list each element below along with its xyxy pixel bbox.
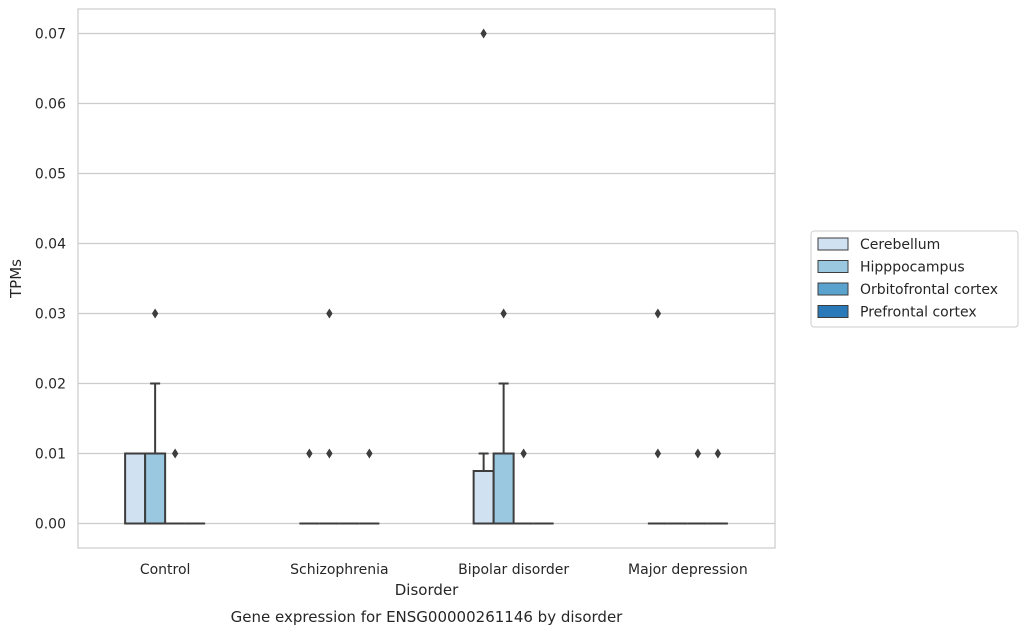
outlier-point	[480, 28, 487, 39]
outlier-point	[151, 308, 159, 319]
box-group	[299, 448, 320, 525]
outlier-point	[326, 448, 333, 459]
box-layer	[124, 28, 728, 525]
legend-label: Orbitofrontal cortex	[860, 282, 998, 298]
x-tick-label: Bipolar disorder	[458, 562, 569, 578]
outlier-point	[500, 308, 507, 319]
legend-swatch	[817, 305, 849, 318]
box	[492, 452, 515, 525]
y-tick-label: 0.05	[35, 167, 66, 183]
y-tick-labels: 0.00 0.01 0.02 0.03 0.04 0.05 0.06 0.07	[35, 27, 66, 533]
outlier-point	[714, 448, 722, 459]
x-axis-label: Disorder	[395, 581, 459, 599]
outlier-point	[366, 448, 373, 459]
y-tick-label: 0.06	[35, 97, 66, 113]
box	[144, 452, 167, 525]
box-group	[144, 308, 167, 525]
box-group	[513, 448, 534, 525]
box	[472, 470, 495, 525]
legend-swatch	[817, 282, 849, 296]
y-tick-label: 0.04	[35, 237, 66, 253]
legend-label: Prefrontal cortex	[860, 305, 977, 321]
box-group	[647, 308, 668, 525]
chart-caption: Gene expression for ENSG00000261146 by d…	[231, 608, 624, 626]
y-tick-label: 0.07	[35, 27, 66, 43]
box-group	[165, 448, 186, 525]
outlier-point	[171, 448, 179, 459]
box-group	[319, 308, 340, 525]
legend-frame	[810, 230, 1019, 328]
y-axis-label: TPMs	[7, 259, 25, 299]
y-tick-label: 0.00	[35, 517, 66, 533]
box-group	[707, 448, 728, 525]
x-tick-label: Control	[140, 562, 191, 578]
legend-swatch	[817, 260, 849, 273]
y-tick-label: 0.01	[35, 447, 66, 463]
x-tick-label: Major depression	[628, 562, 748, 578]
box-group	[472, 28, 495, 525]
legend-label: Cerebellum	[860, 237, 940, 253]
legend-label: Hipppocampus	[860, 260, 965, 276]
outlier-point	[306, 448, 313, 459]
box	[124, 452, 147, 525]
outlier-point	[694, 448, 702, 459]
x-tick-label: Schizophrenia	[290, 562, 388, 578]
outlier-point	[654, 448, 662, 459]
legend: Cerebellum Hipppocampus Orbitofrontal cort…	[810, 230, 1019, 328]
y-tick-label: 0.02	[35, 377, 66, 393]
grid-layer	[78, 32, 775, 525]
y-tick-label: 0.03	[35, 307, 66, 323]
plot-frame	[77, 8, 776, 549]
legend-swatch	[817, 237, 849, 251]
box-group	[687, 448, 708, 525]
box-group	[124, 452, 147, 525]
outlier-point	[654, 308, 662, 319]
x-tick-labels: Control Schizophrenia Bipolar disorder Majo…	[140, 562, 748, 578]
box-group	[359, 448, 380, 525]
outlier-point	[520, 448, 527, 459]
outlier-point	[326, 308, 333, 319]
box-group	[492, 308, 515, 525]
